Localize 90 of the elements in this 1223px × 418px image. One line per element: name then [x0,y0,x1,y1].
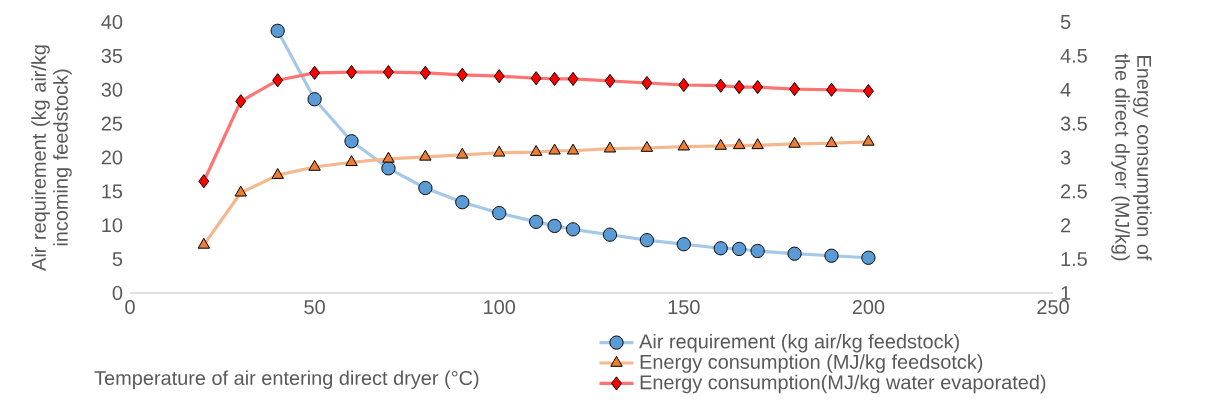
y-tick-label: 25 [101,116,123,131]
y2-tick-label: 1 [1061,286,1071,300]
y2-tick-label: 1.5 [1061,252,1087,267]
x-tick-label: 0 [125,300,135,315]
point [418,180,433,196]
point [789,81,801,97]
point [529,214,544,229]
point [549,71,561,87]
point [382,151,395,163]
point [603,141,617,153]
point [861,250,876,265]
point [270,23,285,38]
point [419,65,431,80]
x-tick-label: 150 [668,300,700,315]
y-tick-label: 10 [102,218,123,233]
y-tick-label: 20 [101,150,123,165]
y-tick-label: 5 [112,252,123,267]
legend-label: Energy consumption (MJ/kg feedsotck) [640,354,983,373]
point [862,134,875,146]
point [678,77,690,93]
point [825,136,838,148]
y2-tick-label: 3 [1060,150,1071,165]
point [602,227,618,242]
point [344,134,359,149]
point [715,78,727,93]
point [677,139,691,151]
point [492,205,507,221]
point [824,248,839,263]
point [641,75,653,91]
point [309,65,321,80]
legend-label: Energy consumption(MJ/kg water evaporated) [640,374,1046,394]
point [382,65,394,80]
point [714,138,727,150]
y2-tick-label: 4.5 [1060,48,1087,63]
y-tick-label: 0 [112,285,123,301]
y-tick-label: 15 [102,184,123,199]
y-tick-label: 35 [101,48,123,63]
point [732,138,746,150]
point [419,149,432,161]
x-tick-label: 250 [1037,300,1069,315]
y2-tick-label: 2.5 [1061,184,1087,199]
point [676,237,691,252]
point [492,145,506,157]
y-tick-label: 40 [101,14,123,30]
point [862,84,874,99]
point [271,168,284,179]
point [493,69,505,84]
point [732,241,747,257]
point [750,243,765,259]
y-tick-label: 30 [101,82,123,97]
point [604,73,616,89]
point [345,155,358,167]
point [548,143,561,155]
point [272,73,284,88]
point [234,185,247,197]
y2-tick-label: 2 [1061,218,1071,233]
x-tick-label: 100 [484,300,516,315]
point [197,237,211,249]
point [346,65,357,80]
y2-tick-label: 3.5 [1060,116,1087,131]
point [788,136,801,148]
point [547,218,562,234]
point [529,144,543,156]
point [752,79,764,95]
legend-label: Air requirement (kg air/kg feedstock) [639,333,959,353]
point [713,241,728,256]
point [733,79,745,95]
point [826,82,837,97]
y2-tick-label: 4 [1060,82,1071,97]
y2-axis-title: Energy consumption of the direct dryer (MJ/kg) [1111,53,1152,261]
y-axis-title: Air requirement (kg air/kg incoming feedstock) [31,45,72,271]
point [639,233,654,248]
point [751,138,764,150]
y2-tick-label: 5 [1060,15,1071,29]
x-tick-label: 50 [304,300,325,315]
point [381,161,396,176]
point [456,147,469,159]
x-axis-title: Temperature of air entering direct dryer (°C) [94,370,479,389]
point [235,94,247,109]
point [307,92,322,107]
point [455,195,470,210]
point [565,222,581,237]
point [308,159,321,171]
point [787,246,802,261]
point [567,71,579,87]
point [530,71,542,86]
point [640,140,654,152]
point [456,67,468,82]
point [566,143,580,155]
x-tick-label: 200 [852,300,885,315]
